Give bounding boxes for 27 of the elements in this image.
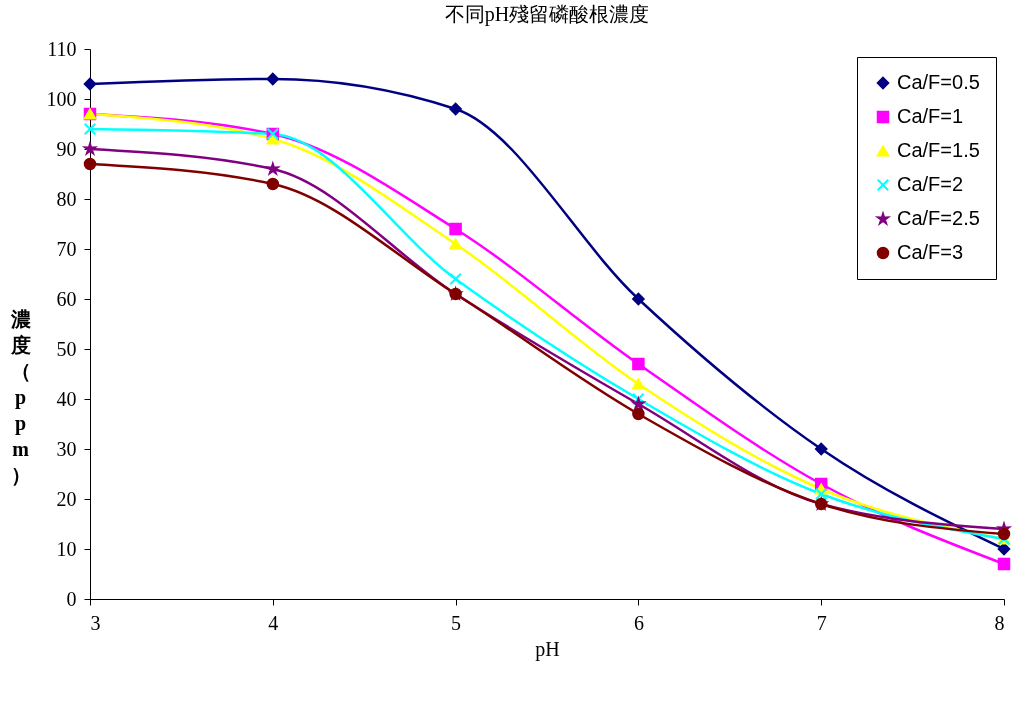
x-tick-label: 3 <box>90 611 101 634</box>
legend-label: Ca/F=1 <box>897 105 964 127</box>
y-tick-label: 0 <box>66 587 77 610</box>
x-tick-label: 8 <box>994 611 1005 634</box>
y-tick-label: 70 <box>56 237 77 260</box>
legend-label: Ca/F=3 <box>897 241 964 263</box>
x-axis-title: pH <box>535 637 560 661</box>
y-tick-label: 80 <box>56 187 77 210</box>
y-tick-label: 100 <box>46 87 77 110</box>
y-tick-label: 110 <box>47 37 77 60</box>
x-tick-label: 6 <box>633 611 644 634</box>
legend-label: Ca/F=2.5 <box>897 207 980 229</box>
y-tick-label: 50 <box>56 337 77 360</box>
legend-label: Ca/F=1.5 <box>897 139 980 161</box>
y-tick-label: 20 <box>56 487 77 510</box>
y-tick-label: 90 <box>56 137 77 160</box>
y-tick-label: 60 <box>56 287 77 310</box>
y-axis-title: 濃度（ppm） <box>9 307 31 486</box>
legend-label: Ca/F=0.5 <box>897 71 980 93</box>
y-tick-label: 40 <box>56 387 77 410</box>
chart-title: 不同pH殘留磷酸根濃度 <box>444 3 650 26</box>
y-tick-label: 10 <box>56 537 77 560</box>
x-tick-label: 4 <box>268 611 279 634</box>
x-tick-label: 7 <box>816 611 827 634</box>
y-tick-label: 30 <box>56 437 77 460</box>
legend-label: Ca/F=2 <box>897 173 964 195</box>
x-tick-label: 5 <box>451 611 462 634</box>
